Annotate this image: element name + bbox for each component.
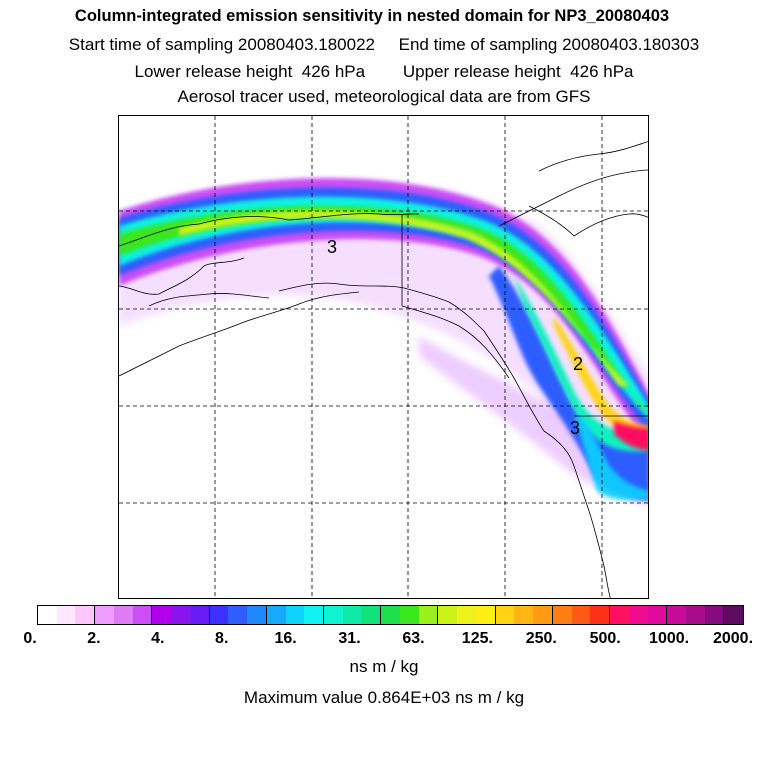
cluster-label-3a: 3 [327, 237, 337, 257]
emission-sensitivity-map: 3 2 3 [118, 115, 649, 599]
colorbar-tick-label: 125. [461, 630, 493, 647]
tracer-info: Aerosol tracer used, meteorological data… [177, 87, 591, 106]
colorbar-segment [495, 606, 515, 624]
colorbar-segment [628, 606, 648, 624]
colorbar-segment [590, 606, 611, 624]
colorbar-segment [475, 606, 496, 624]
colorbar-segment [304, 606, 325, 624]
colorbar-tick-label: 8. [215, 630, 229, 647]
colorbar-tick-label: 0. [23, 630, 37, 647]
plot-title: Column-integrated emission sensitivity i… [74, 7, 670, 25]
colorbar-tick-label: 16. [274, 630, 297, 647]
colorbar-segment [38, 606, 57, 624]
colorbar-segment [381, 606, 400, 624]
plume-tail [574, 416, 648, 500]
colorbar-tick-label: 31. [338, 630, 361, 647]
plume-hotspot [614, 421, 648, 451]
colorbar-tick-label: 1000. [649, 630, 690, 647]
colorbar-segment [95, 606, 114, 624]
plume-branch-yellow [554, 316, 648, 437]
colorbar-segment [75, 606, 96, 624]
colorbar-segment [438, 606, 458, 624]
colorbar-segment [247, 606, 267, 624]
colorbar-segment [361, 606, 382, 624]
colorbar-segment [704, 606, 725, 624]
colorbar-segment [552, 606, 572, 624]
colorbar-segment [418, 606, 439, 624]
graticule [119, 116, 648, 598]
colorbar-tick-label: 2. [87, 630, 101, 647]
colorbar-tick-label: 2000. [712, 630, 754, 647]
sampling-times: Start time of sampling 20080403.180022 E… [68, 35, 700, 54]
colorbar [37, 605, 744, 625]
colorbar-segment [285, 606, 305, 624]
colorbar-segment [56, 606, 76, 624]
colorbar-tick-label: 4. [151, 630, 165, 647]
colorbar-segment [342, 606, 362, 624]
maximum-value: Maximum value 0.864E+03 ns m / kg [243, 688, 525, 707]
cluster-label-2: 2 [573, 354, 583, 374]
colorbar-tick-label: 250. [525, 630, 557, 647]
colorbar-segment [209, 606, 229, 624]
colorbar-segment [610, 606, 629, 624]
colorbar-segment [667, 606, 686, 624]
colorbar-segment [724, 606, 744, 624]
colorbar-segment [132, 606, 153, 624]
colorbar-segment [399, 606, 419, 624]
colorbar-segment [113, 606, 133, 624]
colorbar-segment [571, 606, 591, 624]
colorbar-segment [266, 606, 286, 624]
map-canvas: 3 2 3 [119, 116, 648, 598]
colorbar-segment [514, 606, 534, 624]
colorbar-segment [647, 606, 668, 624]
cluster-label-3b: 3 [570, 418, 580, 438]
colorbar-units: ns m / kg [349, 657, 419, 676]
colorbar-segment [685, 606, 705, 624]
colorbar-segment [228, 606, 248, 624]
colorbar-segment [171, 606, 190, 624]
release-heights: Lower release height 426 hPa Upper relea… [134, 62, 634, 81]
colorbar-segment [324, 606, 343, 624]
coastlines [119, 141, 648, 598]
colorbar-tick-label: 500. [589, 630, 621, 647]
colorbar-tick-label: 63. [402, 630, 425, 647]
colorbar-segment [457, 606, 476, 624]
colorbar-segment [152, 606, 172, 624]
colorbar-segment [189, 606, 210, 624]
plume-arc-green [119, 206, 648, 413]
colorbar-segment [533, 606, 553, 624]
